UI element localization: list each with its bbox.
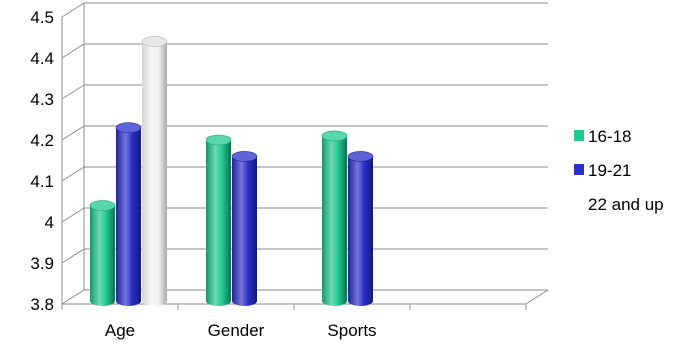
bar-body xyxy=(142,41,167,306)
bar-top xyxy=(231,151,258,162)
bar xyxy=(231,151,258,306)
gridline-depth xyxy=(61,207,85,223)
gridline-depth xyxy=(61,84,85,100)
y-tick-label: 4 xyxy=(45,213,54,232)
bar-top xyxy=(321,130,348,142)
legend: 16-18 19-21 22 and up xyxy=(574,127,664,214)
bar-body xyxy=(206,140,231,306)
category-label: Sports xyxy=(327,321,376,340)
y-tick-label: 3.8 xyxy=(30,295,54,314)
bar-body xyxy=(90,205,115,306)
legend-label: 22 and up xyxy=(588,195,664,214)
category-labels: Age Gender Sports xyxy=(105,321,377,340)
category-label: Gender xyxy=(208,321,265,340)
legend-item: 19-21 xyxy=(574,161,631,180)
y-tick-label: 4.3 xyxy=(30,90,54,109)
category-label: Age xyxy=(105,321,135,340)
bar-top xyxy=(141,36,168,47)
bars xyxy=(89,36,374,306)
gridline-depth xyxy=(61,289,85,305)
axes xyxy=(61,3,549,310)
legend-label: 16-18 xyxy=(588,127,631,146)
bar-top xyxy=(205,134,232,146)
floor-right-edge xyxy=(525,289,549,305)
y-tick-labels: 3.8 3.9 4 4.1 4.2 4.3 4.4 4.5 xyxy=(30,8,54,314)
bar xyxy=(347,151,374,306)
bar-body xyxy=(322,135,347,306)
legend-item: 22 and up xyxy=(588,195,664,214)
gridline-depth xyxy=(61,43,85,59)
legend-swatch xyxy=(574,130,584,141)
legend-item: 16-18 xyxy=(574,127,631,146)
y-tick-label: 4.5 xyxy=(30,8,54,27)
bar-body xyxy=(348,156,373,306)
bar xyxy=(141,36,168,306)
bar-body xyxy=(116,127,141,306)
gridline-depth xyxy=(61,2,85,18)
bar xyxy=(205,134,232,306)
bar-top xyxy=(115,122,142,133)
y-tick-label: 4.2 xyxy=(30,131,54,150)
gridline-depth xyxy=(61,125,85,141)
gridline-depth xyxy=(61,248,85,264)
bar-top xyxy=(89,200,116,211)
y-tick-label: 4.1 xyxy=(30,172,54,191)
y-tick-label: 4.4 xyxy=(30,49,54,68)
legend-swatch xyxy=(574,164,584,175)
bar xyxy=(321,130,348,306)
bar-top xyxy=(347,151,374,162)
bar xyxy=(89,200,116,306)
bar xyxy=(115,122,142,306)
y-tick-label: 3.9 xyxy=(30,254,54,273)
legend-label: 19-21 xyxy=(588,161,631,180)
gridline-depth xyxy=(61,166,85,182)
bar-body xyxy=(232,156,257,306)
